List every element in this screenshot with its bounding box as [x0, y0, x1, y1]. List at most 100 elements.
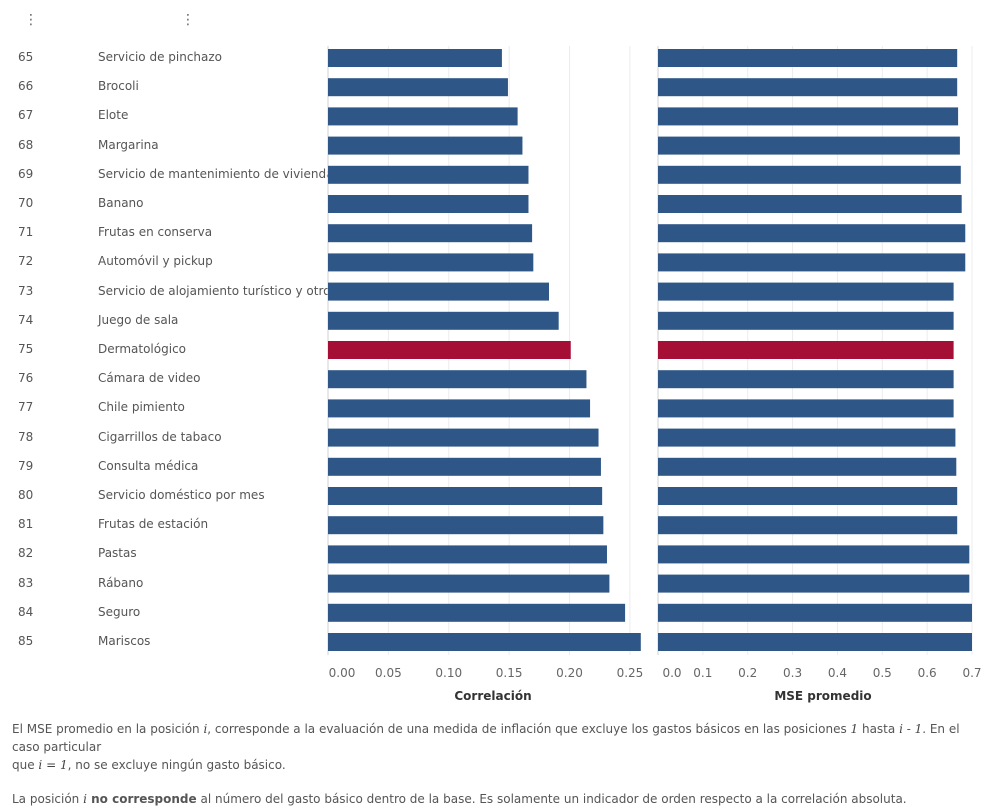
- bar: [328, 165, 529, 184]
- bar: [328, 224, 533, 243]
- bar: [658, 224, 966, 243]
- row-position: 77: [18, 400, 34, 415]
- row-position: 73: [18, 283, 34, 298]
- row-position: 78: [18, 429, 34, 444]
- bar: [658, 282, 954, 301]
- row-label: Cigarrillos de tabaco: [98, 429, 222, 444]
- x-tick-label: 0.15: [496, 666, 523, 680]
- bar: [328, 399, 591, 418]
- bar: [658, 195, 962, 213]
- bar: [658, 49, 958, 67]
- row-label: Servicio de pinchazo: [98, 50, 223, 64]
- row-label: Seguro: [98, 604, 141, 619]
- x-tick-label: 0.4: [828, 666, 847, 680]
- bar: [658, 399, 954, 418]
- bar: [658, 516, 958, 535]
- bar: [658, 574, 970, 593]
- bar: [328, 78, 508, 97]
- row-label: Mariscos: [98, 634, 151, 648]
- bar: [328, 633, 641, 651]
- bar: [328, 282, 550, 301]
- bar: [328, 457, 601, 476]
- x-tick-label: 0.1: [693, 666, 712, 680]
- bar: [328, 370, 587, 389]
- bar: [658, 107, 959, 126]
- row-position: 74: [18, 312, 34, 327]
- bar: [328, 107, 518, 126]
- bar: [658, 457, 957, 476]
- row-position: 70: [18, 196, 34, 210]
- x-tick-label: 0.2: [738, 666, 757, 680]
- row-label: Banano: [98, 196, 144, 210]
- row-position: 69: [18, 166, 34, 181]
- row-label: Pastas: [98, 546, 137, 561]
- row-label: Dermatológico: [98, 342, 187, 356]
- bar: [328, 49, 502, 67]
- bar: [658, 253, 966, 272]
- bar: [328, 516, 604, 535]
- row-label: Brocoli: [98, 79, 139, 94]
- x-tick-label: 0.05: [375, 666, 402, 680]
- bar: [658, 428, 956, 447]
- bar: [328, 574, 610, 593]
- row-label: Automóvil y pickup: [98, 254, 213, 269]
- correlation-axis-title: Correlación: [454, 689, 532, 703]
- row-label: Cámara de video: [98, 371, 201, 386]
- row-label: Rábano: [98, 575, 144, 590]
- bar: [658, 603, 972, 622]
- bar: [658, 370, 954, 389]
- row-label: Juego de sala: [98, 312, 179, 327]
- row-position: 79: [18, 458, 34, 473]
- bar: [328, 195, 529, 213]
- x-tick-label: 0.20: [556, 666, 583, 680]
- bar: [658, 136, 960, 155]
- bar: [658, 487, 958, 505]
- x-tick-label: 0.25: [617, 666, 644, 680]
- more-options-icon[interactable]: ⋮: [24, 12, 38, 28]
- row-label: Servicio de alojamiento turístico y otro…: [98, 283, 337, 298]
- row-label: Margarina: [98, 137, 159, 152]
- bar: [658, 545, 970, 564]
- bar: [328, 253, 534, 272]
- footnote-position: La posición i no corresponde al número d…: [12, 792, 907, 806]
- row-position: 80: [18, 488, 34, 502]
- bar: [328, 311, 559, 330]
- row-position: 84: [18, 604, 34, 619]
- x-tick-label: 0.0: [662, 666, 681, 680]
- bar: [328, 428, 599, 447]
- row-position: 67: [18, 108, 34, 123]
- row-position: 83: [18, 575, 34, 590]
- row-position: 76: [18, 371, 34, 386]
- row-label: Elote: [98, 108, 129, 123]
- x-tick-label: 0.6: [918, 666, 937, 680]
- row-label: Frutas de estación: [98, 517, 209, 532]
- bar: [658, 165, 961, 184]
- footnotes: El MSE promedio en la posición i, corres…: [12, 720, 987, 808]
- bar: [328, 136, 523, 155]
- bar: [658, 311, 954, 330]
- x-tick-label: 0.00: [329, 666, 356, 680]
- bar: [328, 603, 626, 622]
- mse-axis-title: MSE promedio: [774, 689, 872, 703]
- bar-highlighted: [328, 341, 571, 359]
- row-position: 66: [18, 79, 34, 94]
- row-label: Consulta médica: [98, 458, 199, 473]
- row-position: 72: [18, 254, 34, 269]
- row-position: 81: [18, 517, 34, 532]
- bar-highlighted: [658, 341, 954, 359]
- bar: [658, 78, 958, 97]
- row-label: Servicio de mantenimiento de vivienda: [98, 166, 334, 181]
- mse-chart: 0.0 0.1 0.2 0.3 0.4 0.5 0.6 0.7: [657, 46, 982, 680]
- row-label: Chile pimiento: [98, 400, 185, 415]
- row-label: Frutas en conserva: [98, 225, 213, 240]
- row-label: Servicio doméstico por mes: [98, 488, 265, 502]
- x-tick-label: 0.7: [962, 666, 981, 680]
- row-position: 75: [18, 342, 34, 356]
- x-tick-label: 0.10: [435, 666, 462, 680]
- more-options-icon[interactable]: ⋮: [181, 12, 195, 28]
- x-tick-label: 0.3: [783, 666, 802, 680]
- row-position: 68: [18, 137, 34, 152]
- row-position: 65: [18, 50, 34, 64]
- row-position: 82: [18, 546, 34, 561]
- row-position: 85: [18, 634, 34, 648]
